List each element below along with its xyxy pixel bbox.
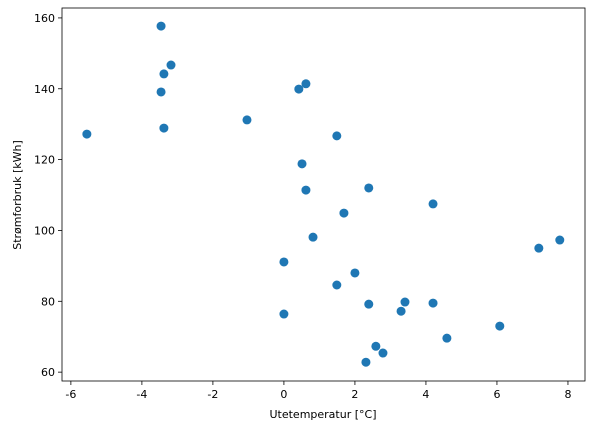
point: [156, 87, 166, 97]
point: [308, 232, 318, 242]
point: [159, 123, 169, 133]
point: [301, 185, 311, 195]
y-tick-label: 140: [34, 83, 55, 96]
point: [361, 357, 371, 367]
x-tick-label: -4: [136, 388, 147, 401]
point: [156, 21, 166, 31]
x-tick-label: 0: [280, 388, 287, 401]
y-tick-label: 160: [34, 12, 55, 25]
x-tick-label: 8: [564, 388, 571, 401]
point: [396, 306, 406, 316]
point: [279, 257, 289, 267]
point: [428, 199, 438, 209]
point: [364, 299, 374, 309]
x-tick-label: 4: [422, 388, 429, 401]
point: [339, 208, 349, 218]
x-tick-label: 2: [351, 388, 358, 401]
point: [242, 115, 252, 125]
y-tick-label: 100: [34, 224, 55, 237]
y-tick-label: 80: [41, 295, 55, 308]
point: [332, 280, 342, 290]
point: [400, 297, 410, 307]
point: [166, 60, 176, 70]
y-tick-label: 60: [41, 366, 55, 379]
y-axis-label: Strømforbruk [kWh]: [11, 140, 24, 250]
point: [301, 79, 311, 89]
point: [297, 159, 307, 169]
y-tick-label: 120: [34, 154, 55, 167]
x-tick-label: -2: [207, 388, 218, 401]
point: [159, 69, 169, 79]
point: [371, 341, 381, 351]
point: [428, 298, 438, 308]
point: [294, 84, 304, 94]
point: [332, 131, 342, 141]
x-axis-label: Utetemperatur [°C]: [269, 408, 376, 421]
x-tick-label: 6: [493, 388, 500, 401]
point: [534, 243, 544, 253]
plot-frame: [61, 7, 586, 382]
point: [555, 235, 565, 245]
point: [82, 129, 92, 139]
point: [279, 309, 289, 319]
point: [495, 321, 505, 331]
point: [350, 268, 360, 278]
point: [442, 333, 452, 343]
point: [378, 348, 388, 358]
x-tick-label: -6: [65, 388, 76, 401]
point: [364, 183, 374, 193]
